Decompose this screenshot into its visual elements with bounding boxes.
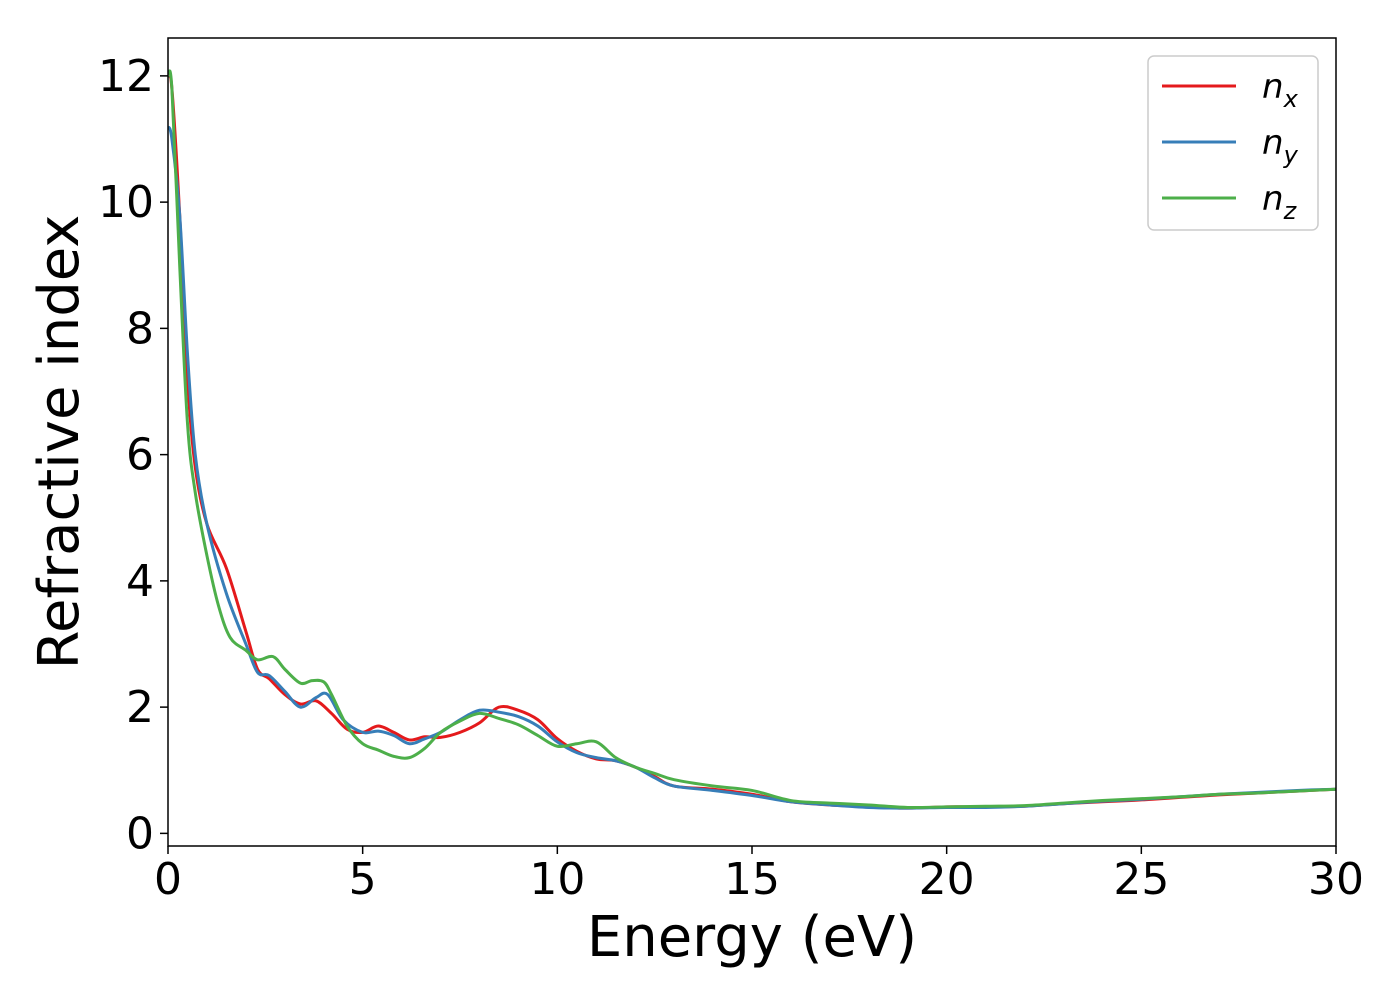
x-tick-label: 5 xyxy=(349,854,377,905)
legend-label-nx: nx xyxy=(1262,67,1299,113)
x-tick-label: 30 xyxy=(1308,854,1364,905)
plot-lines xyxy=(168,69,1336,810)
y-tick-label: 4 xyxy=(126,556,154,607)
y-tick-label: 12 xyxy=(98,51,154,102)
legend-label-nz: nz xyxy=(1262,179,1298,225)
legend-label-ny: ny xyxy=(1262,123,1299,169)
y-tick-label: 8 xyxy=(126,303,154,354)
legend: nx ny nz xyxy=(1147,55,1319,231)
y-tick-label: 0 xyxy=(126,808,154,859)
x-axis-label: Energy (eV) xyxy=(587,905,917,970)
y-axis-label: Refractive index xyxy=(27,215,92,670)
y-tick-label: 2 xyxy=(126,682,154,733)
x-tick-label: 0 xyxy=(154,854,182,905)
x-tick-label: 25 xyxy=(1113,854,1169,905)
x-tick-label: 15 xyxy=(724,854,780,905)
y-tick-label: 10 xyxy=(98,177,154,228)
series-line-nz xyxy=(168,69,1336,810)
y-axis-ticks: 0 2 4 6 8 10 12 xyxy=(98,51,168,859)
x-tick-label: 20 xyxy=(919,854,975,905)
x-tick-label: 10 xyxy=(529,854,585,905)
x-axis-ticks: 0 5 10 15 20 25 30 xyxy=(154,846,1364,905)
y-tick-label: 6 xyxy=(126,430,154,481)
